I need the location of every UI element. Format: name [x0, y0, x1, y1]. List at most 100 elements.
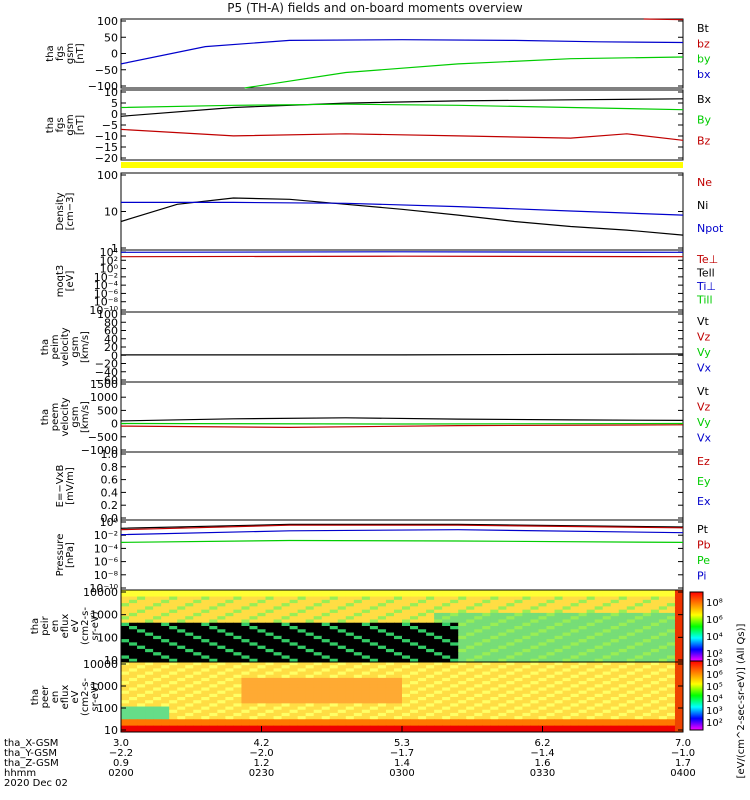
heatmap-cell	[562, 645, 572, 650]
heatmap-cell	[594, 719, 604, 723]
heatmap-cell	[361, 655, 371, 660]
heatmap-cell	[538, 642, 548, 647]
heatmap-cell	[626, 619, 636, 624]
heatmap-cell	[329, 709, 339, 714]
heatmap-cell	[281, 690, 291, 695]
heatmap-cell	[618, 596, 628, 601]
heatmap-cell	[658, 658, 668, 663]
heatmap-cell	[393, 697, 403, 701]
heatmap-cell	[490, 652, 499, 656]
heatmap-cell	[586, 596, 596, 601]
heatmap-cell	[353, 728, 363, 733]
heatmap-cell	[602, 700, 612, 704]
heatmap-cell	[177, 706, 186, 711]
heatmap-cell	[506, 728, 515, 733]
x-tick-label: 1.6	[535, 758, 551, 769]
heatmap-cell	[233, 619, 242, 624]
heatmap-cell	[482, 684, 491, 688]
y-tick-label: 0	[111, 349, 118, 362]
heatmap-cell	[666, 703, 676, 708]
heatmap-cell	[402, 668, 411, 673]
heatmap-cell	[225, 590, 234, 594]
heatmap-cell	[490, 700, 499, 704]
heatmap-cell	[233, 693, 242, 698]
heatmap-cell	[153, 700, 162, 704]
heatmap-cell	[153, 728, 162, 733]
heatmap-cell	[458, 658, 467, 663]
heatmap-cell	[185, 639, 194, 643]
heatmap-cell	[297, 642, 307, 647]
heatmap-cell	[610, 719, 620, 723]
x-tick-label: 7.0	[675, 738, 691, 749]
heatmap-cell	[313, 712, 323, 717]
heatmap-cell	[610, 655, 620, 660]
heatmap-cell	[538, 606, 548, 611]
heatmap-cell	[450, 662, 459, 666]
series-line-Npot	[121, 201, 684, 216]
legend-By: By	[697, 114, 712, 127]
heatmap-cell	[129, 622, 138, 627]
heatmap-cell	[129, 616, 138, 620]
heatmap-cell	[217, 716, 226, 720]
heatmap-cell	[241, 671, 250, 676]
heatmap-cell	[418, 648, 427, 653]
heatmap-cell	[482, 596, 491, 601]
heatmap-cell	[393, 665, 403, 669]
heatmap-cell	[281, 593, 291, 598]
heatmap-cell	[650, 674, 660, 679]
heatmap-cell	[490, 697, 499, 701]
heatmap-cell	[466, 616, 475, 620]
heatmap-cell	[674, 629, 684, 634]
heatmap-cell	[121, 639, 130, 643]
heatmap-cell	[385, 684, 395, 688]
heatmap-cell	[522, 612, 531, 617]
heatmap-cell	[281, 642, 291, 647]
heatmap-cell	[193, 658, 202, 663]
heatmap-cell	[426, 668, 435, 673]
heatmap-cell	[225, 639, 234, 643]
heatmap-cell	[618, 706, 628, 711]
heatmap-cell	[337, 665, 347, 669]
heatmap-cell	[530, 693, 539, 698]
heatmap-cell	[618, 652, 628, 656]
heatmap-cell	[466, 684, 475, 688]
heatmap-cell	[377, 716, 387, 720]
heatmap-cell	[201, 642, 210, 647]
heatmap-cell	[642, 603, 652, 607]
heatmap-cell	[209, 635, 218, 640]
heatmap-cell	[385, 616, 395, 620]
heatmap-cell	[185, 674, 194, 679]
heatmap-cell	[402, 665, 411, 669]
heatmap-cell	[313, 700, 323, 704]
heatmap-cell	[321, 706, 331, 711]
heatmap-cell	[377, 642, 387, 647]
heatmap-cell	[233, 612, 242, 617]
heatmap-cell	[522, 668, 531, 673]
y-axis-label: gsm	[70, 336, 81, 357]
heatmap-cell	[594, 668, 604, 673]
heatmap-cell	[145, 645, 154, 650]
heatmap-cell	[498, 648, 507, 653]
series-line-Pi	[120, 529, 684, 536]
heatmap-cell	[345, 674, 355, 679]
heatmap-cell	[121, 677, 130, 682]
heatmap-cell	[418, 709, 427, 714]
heatmap-cell	[418, 652, 427, 656]
heatmap-cell	[554, 645, 564, 650]
heatmap-cell	[554, 728, 564, 733]
y-axis-label: peim	[50, 334, 61, 359]
heatmap-cell	[393, 590, 403, 594]
heatmap-cell	[337, 687, 347, 692]
y-tick-label: 80	[104, 316, 118, 329]
heatmap-cell	[586, 700, 596, 704]
heatmap-cell	[538, 616, 548, 620]
heatmap-cell	[249, 697, 258, 701]
heatmap-cell	[434, 716, 443, 720]
heatmap-cell	[402, 652, 411, 656]
heatmap-cell	[570, 626, 580, 630]
heatmap-cell	[385, 706, 395, 711]
heatmap-cell	[410, 684, 419, 688]
heatmap-cell	[345, 593, 355, 598]
heatmap-cell	[369, 606, 379, 611]
heatmap-cell	[297, 681, 307, 685]
